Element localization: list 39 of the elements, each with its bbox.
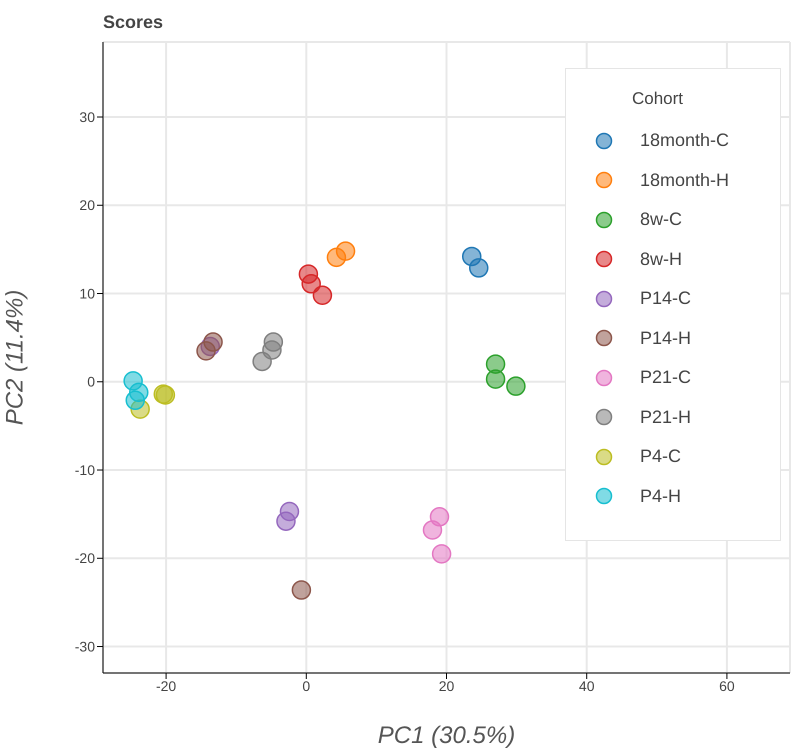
- point: [292, 580, 312, 600]
- point: [486, 369, 506, 389]
- point: [422, 520, 442, 540]
- point: [252, 352, 272, 372]
- point: [468, 258, 488, 278]
- y-tick-label: 20: [79, 197, 96, 214]
- legend-label: 8w-H: [640, 248, 682, 270]
- legend-label: 18month-H: [640, 170, 730, 191]
- point: [276, 511, 296, 531]
- chart-title: Scores: [103, 12, 164, 33]
- legend-label: P4-H: [640, 486, 682, 507]
- y-tick-label: 10: [79, 285, 96, 302]
- x-tick-label: 20: [438, 678, 454, 694]
- legend-label: P14-H: [640, 328, 692, 349]
- x-tick-label: 0: [302, 678, 310, 694]
- x-tick-label: 60: [719, 678, 735, 694]
- point: [125, 390, 145, 410]
- legend-label: P21-H: [640, 406, 692, 428]
- legend-title: Cohort: [632, 89, 684, 109]
- y-tick-label: 30: [79, 108, 96, 125]
- point: [336, 241, 356, 261]
- legend-label: 8w-C: [640, 209, 682, 230]
- y-tick-label: 0: [87, 374, 96, 390]
- y-tick-label: -20: [74, 550, 96, 566]
- y-tick-label: -30: [74, 638, 96, 654]
- x-tick-label: -20: [156, 678, 176, 694]
- point: [432, 544, 452, 564]
- point: [506, 376, 526, 396]
- legend-label: 18month-C: [640, 130, 730, 152]
- legend-label: P4-C: [640, 446, 682, 468]
- x-axis-title: PC1 (30.5%): [378, 722, 516, 749]
- y-tick-label: -10: [74, 462, 96, 478]
- point: [312, 286, 332, 306]
- point: [301, 274, 321, 294]
- y-axis-title: PC2 (11.4%): [2, 290, 29, 426]
- legend-label: P14-C: [640, 288, 692, 310]
- x-tick-label: 40: [578, 678, 595, 694]
- point: [196, 341, 216, 361]
- legend-label: P21-C: [640, 367, 692, 388]
